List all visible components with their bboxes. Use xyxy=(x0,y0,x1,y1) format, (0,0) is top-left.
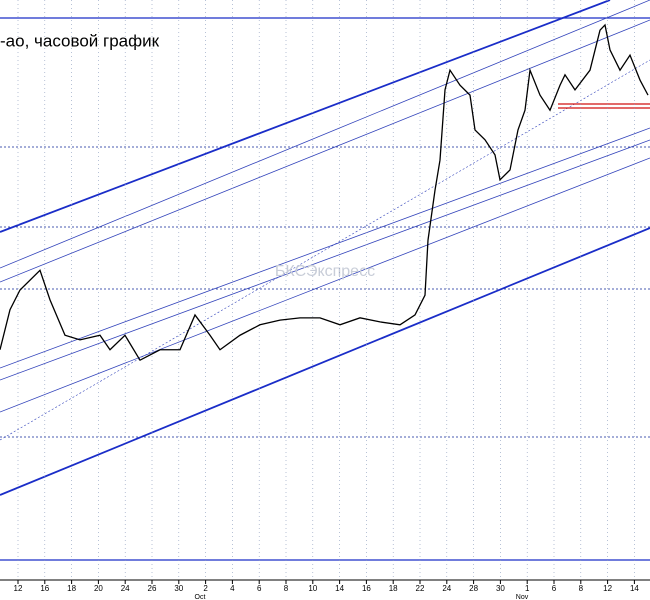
horizontal-levels xyxy=(0,146,650,438)
x-tick-label: 4 xyxy=(230,584,235,593)
month-label: Nov xyxy=(516,594,529,600)
channel-lower xyxy=(0,227,650,496)
x-tick-label: 10 xyxy=(308,584,317,593)
x-tick-label: 8 xyxy=(284,584,289,593)
x-tick-label: 1 xyxy=(525,584,530,593)
channel-lines xyxy=(0,0,650,561)
x-tick-label: 18 xyxy=(389,584,398,593)
x-tick-label: 16 xyxy=(362,584,371,593)
channel-upper xyxy=(0,0,611,233)
x-tick-label: 20 xyxy=(94,584,103,593)
x-tick-label: 16 xyxy=(40,584,49,593)
x-tick-label: 30 xyxy=(174,584,183,593)
x-tick-label: 18 xyxy=(67,584,76,593)
month-label: Oct xyxy=(195,594,206,600)
x-tick-label: 14 xyxy=(630,584,639,593)
price-line xyxy=(0,23,649,362)
x-tick-label: 2 xyxy=(203,584,208,593)
x-tick-label: 24 xyxy=(121,584,130,593)
x-tick-label: 30 xyxy=(496,584,505,593)
channel-inner xyxy=(0,0,650,269)
channel-median xyxy=(0,59,650,441)
watermark: БКСЭкспресс xyxy=(275,263,375,280)
x-tick-label: 12 xyxy=(603,584,612,593)
x-tick-label: 6 xyxy=(552,584,557,593)
x-tick-label: 8 xyxy=(579,584,584,593)
x-tick-label: 6 xyxy=(257,584,262,593)
channel-inner xyxy=(0,127,650,369)
channel-inner xyxy=(0,19,650,283)
x-tick-label: 24 xyxy=(442,584,451,593)
x-tick-label: 14 xyxy=(335,584,344,593)
chart-title: -ao, часовой график xyxy=(0,31,160,50)
channel-inner xyxy=(0,157,650,413)
x-tick-label: 22 xyxy=(416,584,425,593)
channel-inner xyxy=(0,139,650,381)
x-tick-label: 28 xyxy=(469,584,478,593)
x-tick-label: 12 xyxy=(14,584,23,593)
x-tick-label: 26 xyxy=(148,584,157,593)
